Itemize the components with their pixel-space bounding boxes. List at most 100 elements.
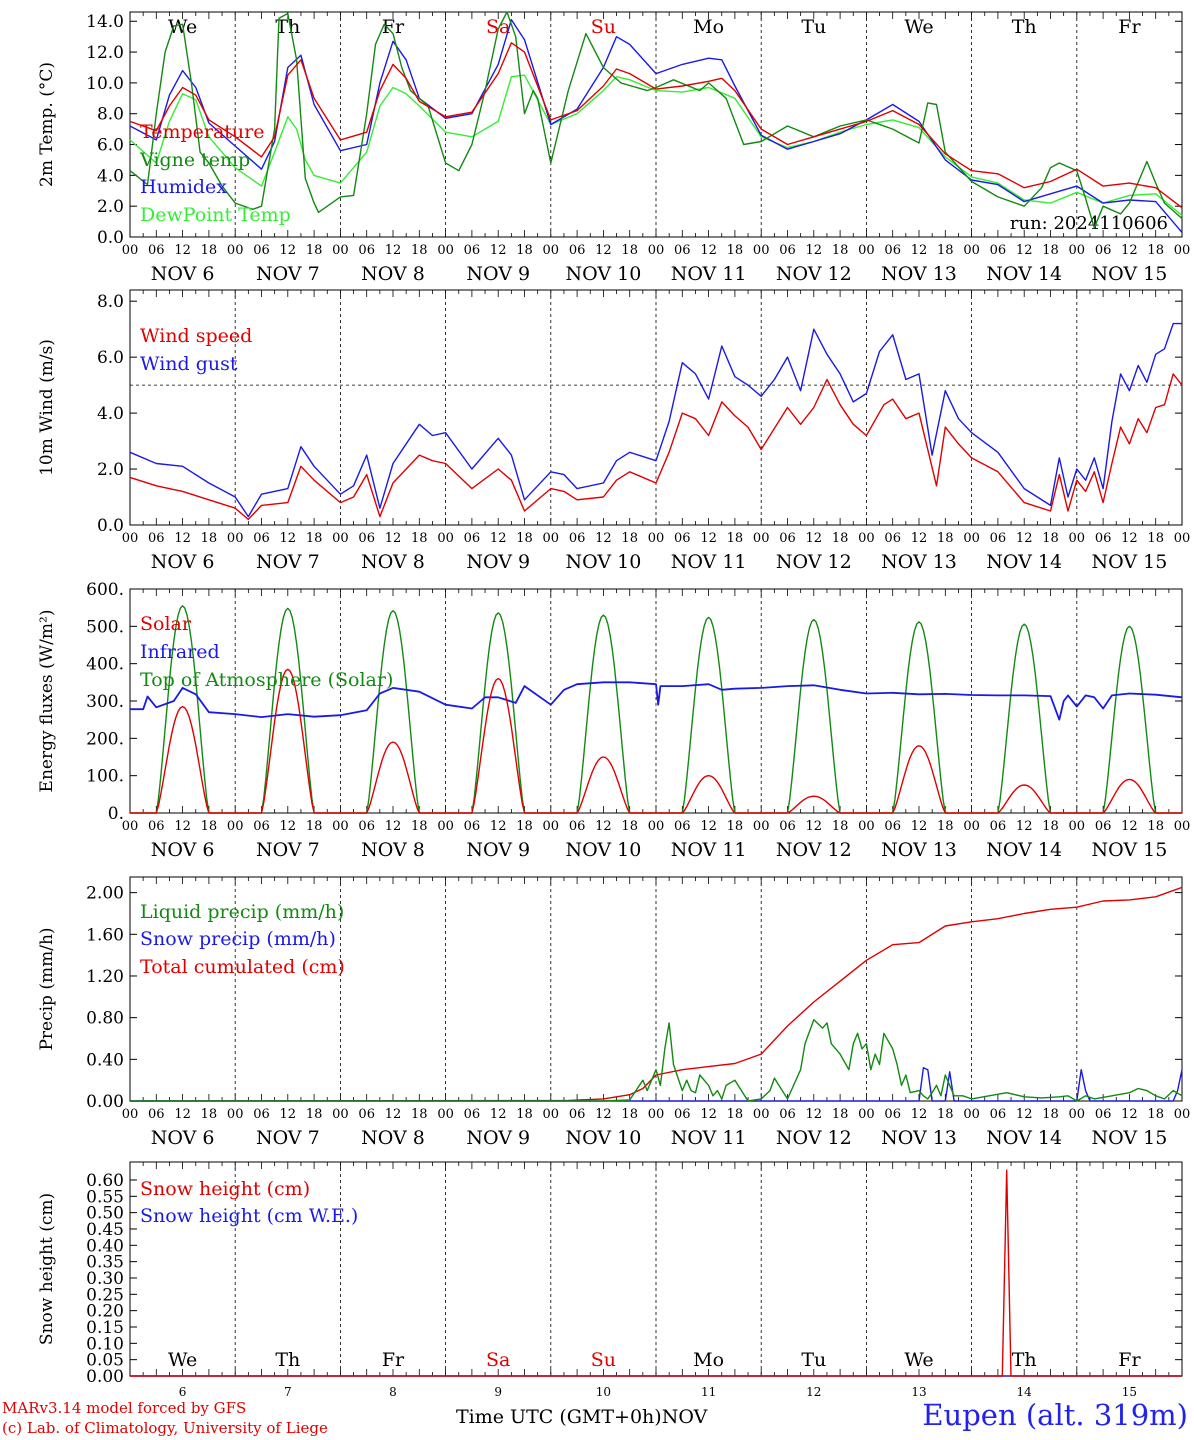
hour-tick-label: 18	[411, 531, 428, 546]
hour-tick-label: 00	[227, 819, 244, 834]
day-name-label: We	[168, 1349, 197, 1371]
y-tick-label: 0.30	[86, 1269, 124, 1289]
hour-tick-label: 06	[674, 819, 691, 834]
day-name-label: We	[904, 16, 933, 38]
hour-tick-label: 00	[858, 819, 875, 834]
y-tick-label: 0.40	[86, 1236, 124, 1256]
hour-tick-label: 12	[595, 1107, 612, 1122]
date-label: NOV 14	[986, 551, 1062, 573]
panel-4: 0.00 0.40 0.80 1.20 1.60 2.00 Precip (mm/h) 00 0…	[37, 876, 1190, 1149]
date-label: NOV 9	[466, 839, 530, 861]
legend-label: Snow precip (mm/h)	[140, 928, 336, 950]
hour-tick-label: 06	[884, 819, 901, 834]
hour-tick-label: 12	[174, 1107, 191, 1122]
date-label: NOV 10	[565, 839, 641, 861]
hour-tick-label: 12	[280, 819, 297, 834]
y-tick-label: 0.	[108, 804, 124, 824]
hour-tick-label: 12	[385, 243, 402, 258]
day-number-label: 6	[179, 1385, 187, 1396]
date-label: NOV 13	[881, 839, 957, 861]
date-label: NOV 10	[565, 263, 641, 285]
date-label: NOV 15	[1091, 1127, 1167, 1149]
hour-tick-label: 18	[1042, 531, 1059, 546]
day-name-label: Th	[1012, 16, 1037, 38]
hour-tick-label: 06	[674, 531, 691, 546]
hour-tick-label: 12	[911, 1107, 928, 1122]
lab-credit: (c) Lab. of Climatology, University of L…	[2, 1419, 328, 1437]
legend-label: Temperature	[140, 121, 264, 143]
y-tick-label: 2.0	[97, 197, 124, 217]
panel-2: 0.0 2.0 4.0 6.0 8.0 10m Wind (m/s) 00 06 12 18 00 0…	[37, 289, 1190, 573]
hour-tick-label: 00	[1069, 531, 1086, 546]
hour-tick-label: 18	[411, 1107, 428, 1122]
date-label: NOV 15	[1091, 839, 1167, 861]
y-tick-label: 0.0	[97, 228, 124, 248]
y-tick-label: 4.0	[97, 404, 124, 424]
date-label: NOV 9	[466, 263, 530, 285]
date-label: NOV 8	[361, 551, 425, 573]
series-line-solar	[130, 668, 1182, 814]
date-label: NOV 6	[151, 551, 215, 573]
x-axis-title: Time UTC (GMT+0h)NOV	[456, 1406, 707, 1428]
hour-tick-label: 18	[832, 1107, 849, 1122]
hour-tick-label: 00	[437, 243, 454, 258]
y-tick-label: 2.00	[86, 884, 124, 904]
hour-tick-label: 00	[648, 243, 665, 258]
legend-label: Wind gust	[140, 353, 238, 375]
hour-tick-label: 06	[253, 243, 270, 258]
hour-tick-label: 18	[621, 819, 638, 834]
hour-tick-label: 06	[464, 243, 481, 258]
y-tick-label: 6.0	[97, 136, 124, 156]
hour-tick-label: 18	[832, 243, 849, 258]
y-tick-label: 0.60	[86, 1171, 124, 1191]
hour-tick-label: 06	[779, 819, 796, 834]
hour-tick-label: 00	[963, 1107, 980, 1122]
day-name-label: Mo	[693, 1349, 724, 1371]
y-tick-label: 400.	[86, 655, 124, 675]
hour-tick-label: 12	[280, 243, 297, 258]
series-line-infrared	[130, 681, 1183, 721]
hour-tick-label: 18	[1147, 531, 1164, 546]
hour-tick-label: 12	[1016, 243, 1033, 258]
panel-3: 0. 100. 200. 300. 400. 500. 600. Energy fluxes …	[37, 580, 1190, 861]
hour-tick-label: 06	[253, 819, 270, 834]
legend-label: Top of Atmosphere (Solar)	[140, 669, 393, 691]
day-name-label: Tu	[801, 16, 826, 38]
hour-tick-label: 12	[806, 819, 823, 834]
day-name-label: Th	[1012, 1349, 1037, 1371]
hour-tick-label: 18	[1042, 1107, 1059, 1122]
hour-tick-label: 00	[858, 531, 875, 546]
hour-tick-label: 18	[516, 243, 533, 258]
meteogram: 0.0 2.0 4.0 6.0 8.0 10.0 12.0 14.0 2m Temp. (°C)…	[37, 11, 1190, 1396]
hour-tick-label: 12	[174, 819, 191, 834]
hour-tick-label: 12	[806, 1107, 823, 1122]
hour-tick-label: 06	[990, 243, 1007, 258]
date-label: NOV 7	[256, 551, 320, 573]
hour-tick-label: 06	[1095, 243, 1112, 258]
day-number-label: 14	[1017, 1385, 1033, 1396]
day-name-label: Sa	[486, 1349, 510, 1371]
hour-tick-label: 06	[990, 1107, 1007, 1122]
day-name-label: Tu	[801, 1349, 826, 1371]
hour-tick-label: 18	[306, 1107, 323, 1122]
hour-tick-label: 00	[1069, 819, 1086, 834]
day-name-label: Fr	[382, 16, 405, 38]
day-name-label: Th	[275, 16, 300, 38]
hour-tick-label: 12	[806, 531, 823, 546]
y-tick-label: 200.	[86, 729, 124, 749]
date-label: NOV 7	[256, 1127, 320, 1149]
hour-tick-label: 06	[464, 531, 481, 546]
hour-tick-label: 06	[779, 1107, 796, 1122]
y-axis-label: Precip (mm/h)	[37, 927, 57, 1050]
hour-tick-label: 12	[911, 243, 928, 258]
legend-label: Wind speed	[140, 325, 252, 347]
hour-tick-label: 00	[437, 531, 454, 546]
hour-tick-label: 00	[543, 243, 560, 258]
hour-tick-label: 06	[148, 531, 165, 546]
y-tick-label: 300.	[86, 692, 124, 712]
hour-tick-label: 18	[411, 819, 428, 834]
hour-tick-label: 12	[595, 243, 612, 258]
hour-tick-label: 00	[1069, 243, 1086, 258]
hour-tick-label: 12	[1121, 819, 1138, 834]
hour-tick-label: 18	[201, 819, 218, 834]
